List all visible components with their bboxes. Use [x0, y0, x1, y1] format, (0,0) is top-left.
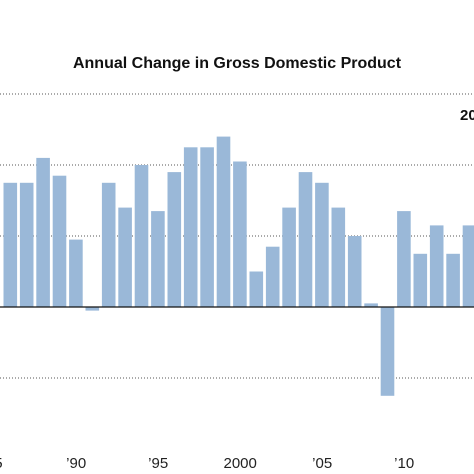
annotation-label: 20: [460, 107, 474, 124]
x-tick-label: 2000: [224, 455, 257, 472]
bar-2014: [462, 225, 474, 307]
bar-1990: [69, 239, 83, 308]
bar-2002: [265, 246, 280, 308]
bar-1995: [151, 211, 165, 307]
bar-2000: [233, 161, 247, 307]
bar-1998: [200, 147, 214, 308]
bars: [3, 136, 474, 396]
bar-1999: [216, 136, 231, 307]
bar-2001: [249, 271, 264, 307]
bar-2012: [429, 225, 444, 307]
bar-1996: [167, 172, 182, 307]
bar-2005: [315, 182, 329, 308]
bar-2011: [413, 253, 428, 308]
bar-1988: [36, 157, 50, 307]
x-tick-label: ’95: [148, 455, 168, 472]
bar-1992: [101, 182, 116, 308]
bar-2006: [331, 207, 346, 307]
bar-1997: [183, 147, 198, 308]
x-tick-label: ’05: [312, 455, 332, 472]
bar-1986: [3, 182, 18, 308]
bar-1994: [134, 165, 149, 307]
x-tick-label: ’90: [66, 455, 86, 472]
chart-title: Annual Change in Gross Domestic Product: [73, 55, 402, 72]
x-tick-label: 85: [0, 455, 3, 472]
bar-2008: [364, 303, 378, 307]
bar-2003: [282, 207, 296, 307]
bar-1987: [19, 182, 34, 308]
x-tick-label: ’10: [394, 455, 414, 472]
bar-2009: [380, 307, 395, 396]
annotations: 20: [460, 107, 474, 124]
bar-2013: [446, 253, 460, 308]
bar-2010: [397, 211, 411, 307]
bar-2004: [298, 172, 313, 307]
bar-1993: [118, 207, 132, 307]
bar-2007: [347, 236, 362, 307]
bar-1991: [85, 307, 100, 311]
bar-1989: [52, 175, 67, 307]
